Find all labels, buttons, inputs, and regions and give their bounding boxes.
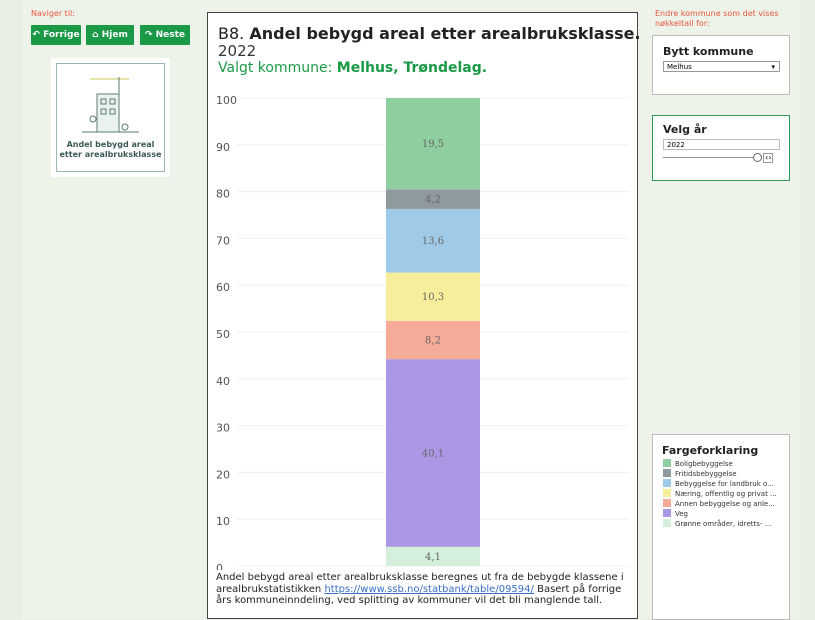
chart: 0 10 20 30 40 50 60 70 80 90 100 4,1 40,1 8,2 10,3 13,6… [207,90,638,570]
data-label: 40,1 [422,448,444,459]
y-tick-label: 40 [216,375,230,388]
legend-label: Fritidsbebyggelse [675,470,737,478]
legend-label: Annen bebyggelse og anle... [675,500,775,508]
data-label: 8,2 [425,335,441,346]
page: Naviger til: ↶ Forrige ⌂ Hjem ↷ Neste An… [0,0,815,619]
legend-swatch [663,499,671,507]
panel-title: Velg år [663,123,707,136]
legend-swatch [663,489,671,497]
nav-label: Naviger til: [31,9,75,18]
legend-label: Boligbebyggelse [675,460,733,468]
legend-title: Fargeforklaring [662,444,758,457]
note-link[interactable]: https://www.ssb.no/statbank/table/09594/ [324,584,533,595]
y-tick-label: 30 [216,422,230,435]
data-label: 19,5 [422,139,444,150]
tile-frame: Andel bebygd areal etter arealbruksklass… [56,63,165,172]
title-text: Andel bebygd areal etter arealbruksklass… [249,24,640,43]
legend-swatch [663,469,671,477]
data-label: 10,3 [422,292,444,303]
slider-handle[interactable] [753,153,762,162]
button-label[interactable]: Forrige [43,30,79,40]
dropdown-value[interactable]: Melhus [667,63,692,71]
legend-item: Fritidsbebyggelse [663,469,777,479]
y-tick-label: 90 [216,141,230,154]
y-tick-label: 20 [216,468,230,481]
legend-label: Næring, offentlig og privat ... [675,490,777,498]
panel-title: Bytt kommune [663,45,754,58]
legend: Boligbebyggelse Fritidsbebyggelse Bebyggel… [663,459,777,529]
year-stepper[interactable]: ‹› [763,153,773,163]
legend-label: Bebyggelse for landbruk o... [675,480,774,488]
legend-panel: Fargeforklaring Boligbebyggelse Fritidsbe… [652,434,790,620]
y-tick-label: 60 [216,281,230,294]
municipality-panel: Bytt kommune Melhus▾ [652,35,790,95]
municipality-line: Valgt kommune: Melhus, Trøndelag. [218,60,487,76]
year-panel: Velg år 2022 ‹› [652,115,790,181]
button-label[interactable]: Hjem [102,30,128,40]
nav-button[interactable]: ↶ Forrige [31,25,81,45]
nav-tile[interactable]: Andel bebygd areal etter arealbruksklass… [51,58,170,177]
legend-label: Grønne områder, idretts- ... [675,520,771,528]
chart-subtitle: 2022 [218,42,256,60]
data-label: 4,1 [425,552,441,563]
nav-button[interactable]: ↷ Neste [140,25,190,45]
year-input[interactable]: 2022 [663,139,780,150]
nav-button[interactable]: ⌂ Hjem [86,25,134,45]
municipality-label: Valgt kommune: [218,60,332,76]
y-tick-label: 80 [216,188,230,201]
legend-label: Veg [675,510,688,518]
legend-swatch [663,459,671,467]
chart-note: Andel bebygd areal etter arealbruksklass… [216,572,634,607]
legend-swatch [663,519,671,527]
legend-item: Grønne områder, idretts- ... [663,519,777,529]
legend-item: Annen bebyggelse og anle... [663,499,777,509]
y-tick-label: 100 [216,94,237,107]
legend-item: Veg [663,509,777,519]
municipality-name: Melhus, Trøndelag. [337,60,487,76]
y-tick-label: 70 [216,234,230,247]
tile-icon [57,69,164,139]
tile-label[interactable]: Andel bebygd areal etter arealbruksklass… [57,140,164,160]
legend-item: Næring, offentlig og privat ... [663,489,777,499]
side-hint: Endre kommune som det vises nøkkeltall f… [655,9,795,29]
year-slider[interactable] [663,157,758,158]
data-label: 13,6 [422,236,444,247]
legend-swatch [663,479,671,487]
legend-swatch [663,509,671,517]
municipality-dropdown[interactable]: Melhus▾ [663,61,780,72]
legend-item: Bebyggelse for landbruk o... [663,479,777,489]
data-label: 4,2 [425,195,441,206]
button-label[interactable]: Neste [156,30,185,40]
y-tick-label: 50 [216,328,230,341]
y-tick-label: 0 [216,562,223,570]
y-tick-label: 10 [216,515,230,528]
chart-title: B8. Andel bebygd areal etter arealbruksk… [218,24,641,43]
title-prefix: B8. [218,24,244,43]
legend-item: Boligbebyggelse [663,459,777,469]
